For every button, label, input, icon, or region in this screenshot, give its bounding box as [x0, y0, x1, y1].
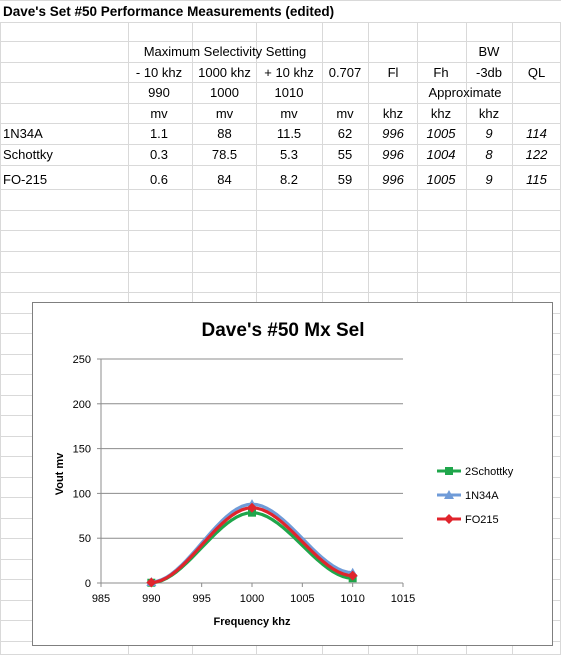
table-cell: 1005 [426, 172, 456, 187]
freq-1000: 1000 [210, 85, 239, 100]
data-point [146, 577, 157, 588]
table-cell: 84 [217, 172, 232, 187]
y-tick-label: 100 [73, 488, 91, 500]
legend-label: 1N34A [465, 490, 499, 502]
unit-7: khz [478, 106, 500, 121]
table-cell: 1005 [426, 126, 456, 141]
freq-1010: 1010 [274, 85, 304, 100]
x-tick-label: 985 [92, 593, 110, 605]
table-cell: 8.2 [279, 172, 299, 187]
table-cell: 115 [526, 172, 547, 187]
data-point [347, 570, 358, 581]
unit-1: mv [150, 106, 168, 121]
table-cell: 5.3 [279, 147, 299, 162]
table-cell: 9 [485, 126, 493, 141]
series-line [151, 506, 353, 585]
unit-3: mv [280, 106, 298, 121]
col-1000: 1000 khz [198, 65, 251, 80]
table-cell: 59 [337, 172, 353, 187]
col-3db: -3db [475, 65, 503, 80]
x-tick-label: 990 [142, 593, 160, 605]
y-tick-label: 0 [85, 578, 91, 590]
x-tick-label: 1005 [290, 593, 314, 605]
table-cell: 1.1 [149, 126, 169, 141]
table-cell: 0.6 [149, 172, 169, 187]
x-axis-label: Frequency khz [213, 616, 291, 628]
y-tick-label: 200 [73, 399, 91, 411]
x-tick-label: 1000 [240, 593, 264, 605]
unit-4: mv [336, 106, 354, 121]
table-cell: 8 [485, 147, 493, 162]
chart-area[interactable]: Dave's #50 Mx Sel Frequency khz Vout mv … [32, 302, 553, 646]
col-minus10: - 10 khz [135, 65, 183, 80]
legend-label: 2Schottky [465, 466, 514, 478]
row-name-schottky: Schottky [3, 147, 53, 162]
series-line [151, 511, 353, 585]
table-cell: 996 [382, 126, 404, 141]
table-cell: 11.5 [276, 126, 302, 141]
legend-label: FO215 [465, 514, 499, 526]
table-cell: 88 [217, 126, 232, 141]
table-cell: 122 [525, 147, 548, 162]
line-chart: Dave's #50 Mx Sel Frequency khz Vout mv … [54, 320, 514, 628]
table-cell: 9 [485, 172, 493, 187]
table-cell: 0.3 [149, 147, 169, 162]
col-plus10: + 10 khz [264, 65, 314, 80]
series-2schottky [147, 508, 357, 587]
legend-item-fo215: FO215 [437, 514, 499, 526]
data-point [445, 467, 453, 475]
x-tick-label: 995 [192, 593, 210, 605]
approx-label: Approximate [428, 85, 502, 100]
data-point [444, 490, 454, 499]
series-fo215 [146, 502, 358, 588]
row-name-1n34a: 1N34A [3, 126, 43, 141]
legend: 2Schottky 1N34A FO215 [437, 466, 514, 526]
y-tick-label: 150 [73, 444, 91, 456]
unit-5: khz [382, 106, 404, 121]
unit-6: khz [430, 106, 452, 121]
table-cell: 996 [382, 172, 404, 187]
y-axis-label: Vout mv [54, 452, 66, 495]
y-tick-label: 250 [73, 354, 91, 366]
table-cell: 62 [337, 126, 353, 141]
group-label: Maximum Selectivity Setting [143, 44, 307, 59]
table-cell: 55 [337, 147, 353, 162]
x-tick-label: 1015 [391, 593, 415, 605]
table-cell: 1004 [426, 147, 456, 162]
sheet-title: Dave's Set #50 Performance Measurements … [3, 4, 335, 19]
chart-title: Dave's #50 Mx Sel [202, 320, 365, 341]
row-name-fo215: FO-215 [3, 172, 48, 187]
legend-item-2schottky: 2Schottky [437, 466, 514, 478]
plot-area: 0 50 100 150 200 250 985 990 995 1000 1005 1010 1015 [73, 354, 416, 605]
x-tick-label: 1010 [340, 593, 364, 605]
bw-label: BW [478, 44, 500, 59]
table-cell: 78.5 [211, 147, 238, 162]
legend-item-1n34a: 1N34A [437, 490, 499, 502]
table-cell: 996 [382, 147, 404, 162]
col-fh: Fh [433, 65, 449, 80]
data-point [444, 514, 454, 524]
col-ql: QL [527, 65, 546, 80]
freq-990: 990 [148, 85, 170, 100]
table-cell: 114 [526, 126, 547, 141]
data-point [247, 502, 257, 513]
unit-2: mv [215, 106, 234, 121]
col-707: 0.707 [328, 65, 362, 80]
col-fl: Fl [387, 65, 399, 80]
y-tick-label: 50 [79, 533, 91, 545]
